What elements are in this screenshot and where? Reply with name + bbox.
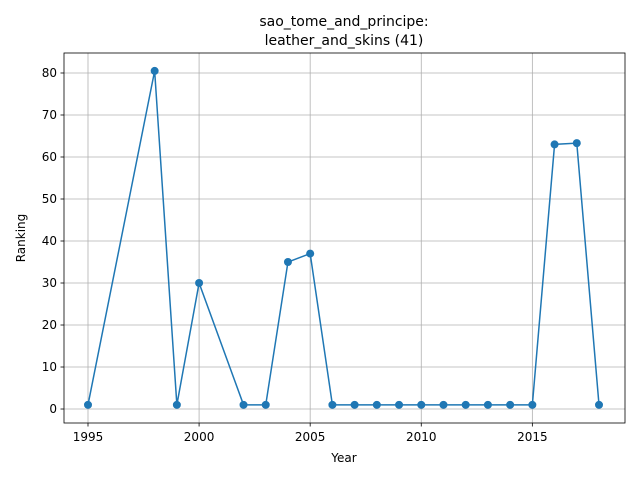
marker [150, 66, 159, 75]
marker [372, 400, 381, 409]
marker [395, 400, 404, 409]
y-axis-label: Ranking [14, 214, 28, 263]
y-tick-label: 60 [42, 150, 57, 164]
marker [572, 139, 581, 148]
x-tick-label: 2005 [295, 430, 326, 444]
y-tick-label: 10 [42, 360, 57, 374]
chart-title: leather_and_skins (41) [265, 33, 424, 49]
marker [595, 400, 604, 409]
marker [528, 400, 537, 409]
marker [283, 258, 292, 267]
y-tick-label: 20 [42, 318, 57, 332]
marker [417, 400, 426, 409]
marker [328, 400, 337, 409]
x-tick-label: 2015 [517, 430, 548, 444]
marker [461, 400, 470, 409]
marker [239, 400, 248, 409]
line [87, 70, 600, 406]
marker [195, 279, 204, 288]
marker [483, 400, 492, 409]
marker [261, 400, 270, 409]
marker [350, 400, 359, 409]
x-axis-label: Year [330, 451, 356, 465]
marker [439, 400, 448, 409]
y-tick-label: 30 [42, 276, 57, 290]
marker [83, 400, 92, 409]
chart-title: sao_tome_and_principe: [259, 14, 428, 30]
marker [506, 400, 515, 409]
marker [172, 400, 181, 409]
y-tick-label: 0 [49, 402, 57, 416]
y-tick-label: 80 [42, 66, 57, 80]
y-tick-label: 40 [42, 234, 57, 248]
x-tick-label: 2010 [406, 430, 437, 444]
plot-frame [63, 52, 626, 424]
marker [550, 140, 559, 149]
y-tick-label: 70 [42, 108, 57, 122]
x-tick-label: 2000 [184, 430, 215, 444]
marker [306, 249, 315, 258]
y-tick-label: 50 [42, 192, 57, 206]
x-tick-label: 1995 [73, 430, 104, 444]
